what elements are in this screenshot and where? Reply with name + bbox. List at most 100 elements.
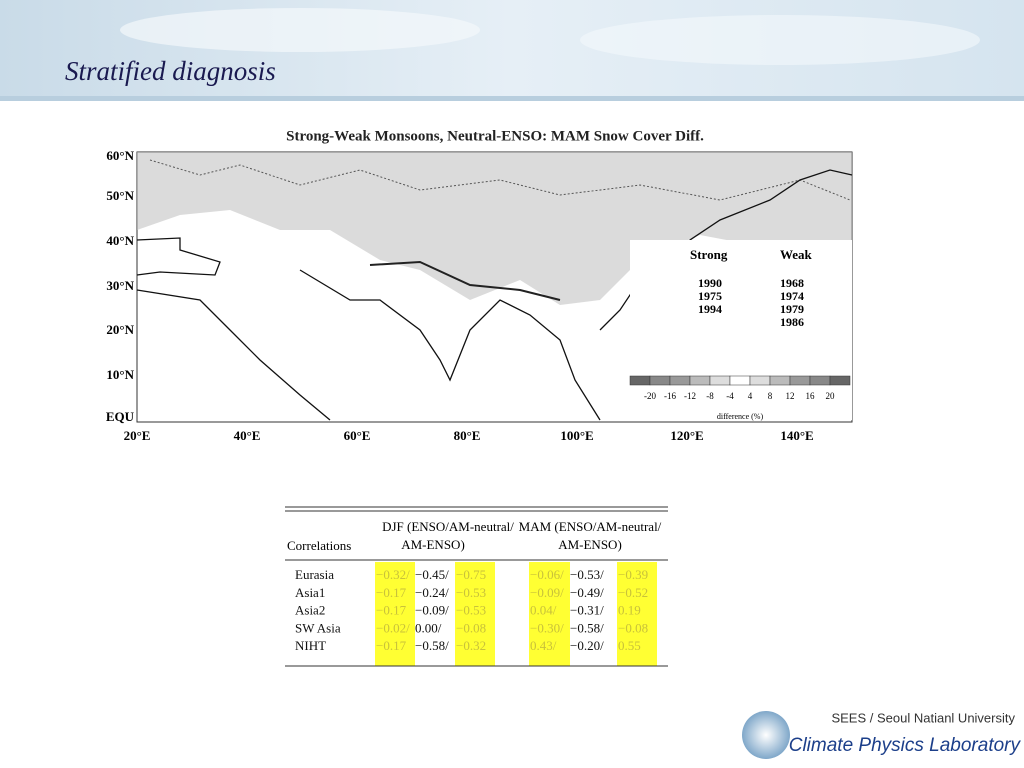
footer-lab: Climate Physics Laboratory bbox=[789, 735, 1022, 756]
lon-label: 60°E bbox=[344, 428, 371, 443]
table-cell: −0.58/ bbox=[570, 620, 604, 635]
colorbar-label: 20 bbox=[826, 391, 836, 401]
lon-label: 100°E bbox=[560, 428, 593, 443]
table-cell: −0.75 bbox=[456, 567, 486, 582]
strong-year: 1994 bbox=[698, 302, 722, 316]
lat-label: 20°N bbox=[106, 322, 134, 337]
lat-label: 60°N bbox=[106, 148, 134, 163]
colorbar-box bbox=[629, 375, 651, 386]
table-corner: Correlations bbox=[287, 538, 351, 553]
table: Correlations DJF (ENSO/AM-neutral/ AM-EN… bbox=[285, 506, 668, 667]
cloud bbox=[120, 8, 480, 52]
table-cell: −0.17 bbox=[376, 603, 407, 618]
cloud bbox=[580, 15, 980, 65]
table-cell: −0.32/ bbox=[376, 567, 410, 582]
colorbar-label: 16 bbox=[806, 391, 816, 401]
table-cell: −0.09/ bbox=[415, 603, 449, 618]
table-cell: 0.00/ bbox=[415, 620, 442, 635]
table-cell: 0.04/ bbox=[530, 603, 557, 618]
colorbar-box bbox=[649, 375, 671, 386]
weak-label: Weak bbox=[780, 247, 813, 262]
table-cell: −0.58/ bbox=[415, 638, 449, 653]
highlight bbox=[375, 562, 415, 666]
table-cell: −0.45/ bbox=[415, 567, 449, 582]
row-label: Asia2 bbox=[295, 603, 325, 618]
colorbar-label: -12 bbox=[684, 391, 696, 401]
row-label: NIHT bbox=[295, 638, 326, 653]
weak-year: 1986 bbox=[780, 315, 804, 329]
table-cell: −0.17 bbox=[376, 585, 407, 600]
weak-year: 1979 bbox=[780, 302, 804, 316]
lon-label: 40°E bbox=[234, 428, 261, 443]
colorbar-label: 8 bbox=[768, 391, 773, 401]
colorbar-box bbox=[709, 375, 731, 386]
colorbar-box bbox=[809, 375, 831, 386]
highlight bbox=[617, 562, 657, 666]
table-cell: −0.30/ bbox=[530, 620, 564, 635]
lon-label: 120°E bbox=[670, 428, 703, 443]
colorbar-label: -4 bbox=[726, 391, 734, 401]
row-label: Asia1 bbox=[295, 585, 325, 600]
colorbar-label: -20 bbox=[644, 391, 656, 401]
logo-globe bbox=[742, 711, 790, 759]
table-cell: 0.55 bbox=[618, 638, 641, 653]
header-rule bbox=[0, 96, 1024, 101]
footer-institution: SEES / Seoul Natianl University bbox=[831, 710, 1015, 725]
colorbar-label: -8 bbox=[706, 391, 714, 401]
lon-label: 80°E bbox=[454, 428, 481, 443]
table-cell: −0.53/ bbox=[570, 567, 604, 582]
table-cell: −0.20/ bbox=[570, 638, 604, 653]
table-cell: −0.17 bbox=[376, 638, 407, 653]
colorbar-box bbox=[829, 375, 851, 386]
table-cell: −0.53 bbox=[456, 585, 486, 600]
slide-title: Stratified diagnosis bbox=[65, 56, 276, 86]
table-cell: −0.53 bbox=[456, 603, 486, 618]
table-cell: −0.09/ bbox=[530, 585, 564, 600]
column-header: AM-ENSO) bbox=[401, 537, 465, 552]
table-cell: −0.24/ bbox=[415, 585, 449, 600]
table-cell: 0.43/ bbox=[530, 638, 557, 653]
table-cell: 0.19 bbox=[618, 603, 641, 618]
table-cell: −0.39 bbox=[618, 567, 648, 582]
column-header: AM-ENSO) bbox=[558, 537, 622, 552]
table-cell: −0.32 bbox=[456, 638, 486, 653]
strong-year: 1990 bbox=[698, 276, 722, 290]
strong-label: Strong bbox=[690, 247, 728, 262]
colorbar-caption: difference (%) bbox=[717, 412, 764, 421]
lat-label: 50°N bbox=[106, 188, 134, 203]
table-cell: −0.08 bbox=[618, 620, 648, 635]
lat-label: EQU bbox=[106, 409, 135, 424]
row-label: Eurasia bbox=[295, 567, 334, 582]
lon-label: 140°E bbox=[780, 428, 813, 443]
colorbar-box bbox=[729, 375, 751, 386]
table-cell: −0.06/ bbox=[530, 567, 564, 582]
lat-label: 40°N bbox=[106, 233, 134, 248]
colorbar-box bbox=[749, 375, 771, 386]
colorbar-box bbox=[669, 375, 691, 386]
lat-label: 30°N bbox=[106, 278, 134, 293]
contour bbox=[369, 260, 561, 301]
table-cell: −0.49/ bbox=[570, 585, 604, 600]
map bbox=[136, 151, 853, 423]
lat-label: 10°N bbox=[106, 367, 134, 382]
table-cell: −0.52 bbox=[618, 585, 648, 600]
colorbar-box bbox=[789, 375, 811, 386]
colorbar-box bbox=[689, 375, 711, 386]
legend-area bbox=[630, 240, 852, 420]
highlight bbox=[529, 562, 570, 666]
colorbar-label: 12 bbox=[786, 391, 795, 401]
row-label: SW Asia bbox=[295, 620, 341, 635]
table-cell: −0.31/ bbox=[570, 603, 604, 618]
strong-year: 1975 bbox=[698, 289, 722, 303]
colorbar-label: 4 bbox=[748, 391, 753, 401]
weak-year: 1974 bbox=[780, 289, 804, 303]
lon-label: 20°E bbox=[124, 428, 151, 443]
highlight bbox=[455, 562, 495, 666]
table-cell: −0.08 bbox=[456, 620, 486, 635]
snow-shading bbox=[137, 152, 852, 305]
column-header: DJF (ENSO/AM-neutral/ bbox=[382, 519, 514, 534]
table-cell: −0.02/ bbox=[376, 620, 410, 635]
coastline bbox=[136, 169, 853, 421]
